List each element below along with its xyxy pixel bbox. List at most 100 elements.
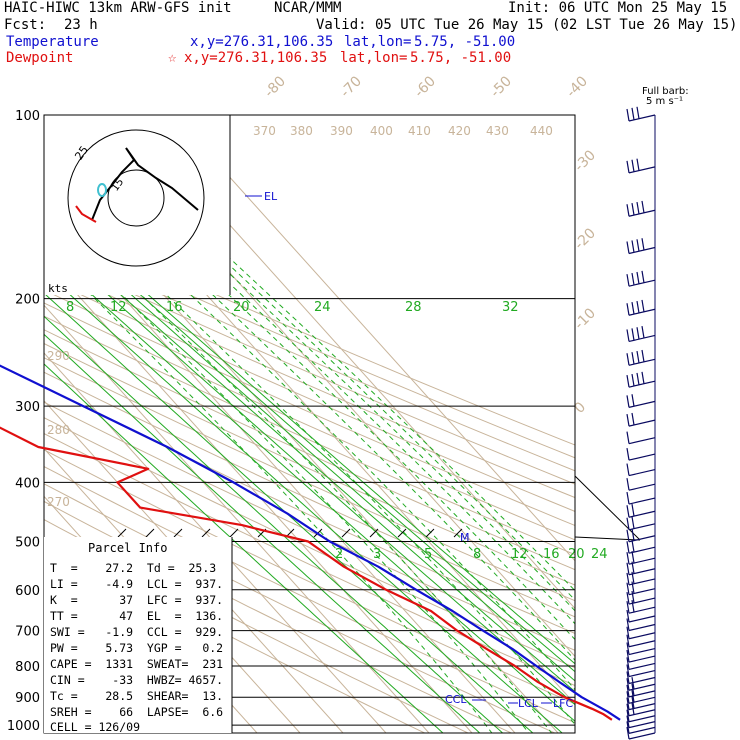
mixing-ratio-line (44, 201, 575, 665)
dewpoint-legend: Dewpoint (6, 50, 74, 66)
wind-barb-shaft (628, 578, 656, 586)
parcel-row: CELL = 126/09 (50, 720, 140, 734)
wind-barb-flag (641, 238, 645, 251)
wind-barb-flag (631, 696, 635, 709)
wind-barb-flag (631, 516, 635, 529)
isotherm-line (44, 256, 473, 733)
el-label: EL (264, 190, 278, 203)
wind-barb-shaft (628, 380, 656, 388)
wind-barb-shaft (628, 721, 656, 729)
temperature-legend: Temperature (6, 34, 99, 50)
forecast-hours: 23 h (64, 17, 98, 33)
parcel-row: CIN = -33 HWBZ= 4657. (50, 673, 223, 687)
isotherm-label: -10 (572, 305, 599, 332)
wind-barb-shaft (628, 523, 656, 531)
parcel-row: TT = 47 EL = 136. (50, 609, 223, 623)
wind-barb-flag (626, 353, 630, 366)
dry-adiabat-line (44, 228, 575, 459)
dry-adiabat-line (44, 449, 575, 705)
wind-barb-flag (631, 203, 635, 216)
wind-barb-shaft (628, 209, 656, 217)
wind-level-tick (117, 528, 127, 538)
isotherm-line (0, 115, 42, 733)
org-label: NCAR/MMM (274, 0, 342, 16)
wind-barb-shaft (628, 647, 656, 656)
wind-barb-flag (631, 412, 635, 426)
wind-barb-flag (626, 726, 630, 740)
wind-barb-flag (626, 491, 630, 505)
wind-barb-flag (626, 591, 630, 605)
pressure-tick-label: 1000 (7, 719, 40, 734)
wind-barb-flag (626, 618, 630, 631)
wind-barb-flag (626, 160, 630, 173)
wind-barb-shaft (628, 726, 656, 734)
dry-adiabat-label: 400 (370, 124, 393, 138)
wind-barb-flag (626, 541, 630, 554)
wind-barb-shaft (628, 546, 656, 554)
parcel-row: T = 27.2 Td = 25.3 (50, 561, 216, 575)
wind-level-tick (145, 528, 155, 538)
mixing-ratio-line (44, 363, 444, 733)
moist-adiabat-line (74, 115, 575, 592)
mixing-ratio-line (44, 315, 503, 733)
mixing-ratio-label: 16 (543, 547, 560, 562)
wind-barb-column: Full barb: 5 m s⁻¹ (574, 86, 689, 740)
moist-adiabat-line (58, 115, 575, 612)
wind-barb-shaft (628, 715, 656, 723)
mixing-ratio-label: 3 (373, 547, 381, 562)
dry-adiabat-line (44, 343, 575, 586)
temperature-latlon: 5.75, -51.00 (414, 34, 516, 50)
mixing-ratio-label: 16 (166, 300, 183, 315)
mixing-ratio-line (44, 292, 534, 733)
moist-adiabat-line (44, 199, 552, 733)
moist-adiabat-line (44, 134, 575, 661)
wind-barb-flag (636, 350, 640, 364)
wind-barb-flag (641, 349, 645, 363)
dry-adiabat-label: 380 (290, 124, 313, 138)
wind-barb-shaft (628, 662, 656, 670)
dry-adiabat-line (44, 432, 575, 687)
wind-barb-flag (626, 552, 630, 565)
wind-barb-shaft (628, 468, 656, 477)
dry-adiabat-line (44, 276, 575, 512)
wind-level-tick (425, 528, 435, 538)
hodograph-storm-motion (97, 183, 107, 197)
mixing-ratio-lines (44, 115, 575, 733)
wind-barb-shaft (628, 655, 656, 663)
wind-barb-flag (641, 326, 645, 339)
barb-connector-upper (574, 475, 641, 541)
mixing-ratio-label: 8 (473, 547, 481, 562)
wind-barb-flag (626, 562, 630, 575)
wind-barb-flag (626, 517, 630, 530)
dry-adiabat-line (44, 329, 575, 571)
wind-barb-flag (636, 201, 640, 215)
pressure-tick-label: 400 (15, 476, 40, 491)
wind-barb-flag (631, 551, 635, 564)
wind-barb-flag (626, 721, 630, 734)
pressure-tick-label: 300 (15, 400, 40, 415)
wind-barb-flag (631, 352, 635, 365)
dry-adiabat-line (44, 357, 575, 602)
wind-level-tick (173, 528, 183, 538)
lcl-label: LCL (518, 697, 539, 710)
wind-barb-flag (631, 540, 635, 553)
wind-barb-flag (626, 204, 630, 217)
mixing-ratio-line (44, 208, 575, 673)
wind-level-tick (453, 528, 463, 538)
dry-adiabat-line (44, 251, 575, 485)
parcel-info-box: Parcel Info T = 27.2 Td = 25.3 LI = -4.9… (44, 537, 233, 734)
wind-barb-flag (631, 690, 635, 703)
wind-barb-shaft (628, 623, 656, 632)
wind-barb-shaft (628, 588, 656, 596)
parcel-row: LI = -4.9 LCL = 937. (50, 577, 223, 591)
header: HAIC-HIWC 13km ARW-GFS init NCAR/MMM Ini… (0, 0, 740, 70)
dry-adiabat-label: 370 (253, 124, 276, 138)
isotherm-label: -70 (338, 73, 365, 100)
wind-barb-flag (626, 274, 630, 287)
wind-barb-flag (631, 373, 635, 387)
hodograph: 25 15 kts (44, 115, 231, 295)
temperature-profile (0, 364, 621, 721)
wind-barb-shaft (628, 510, 656, 518)
isotherm-label: -50 (488, 73, 515, 100)
